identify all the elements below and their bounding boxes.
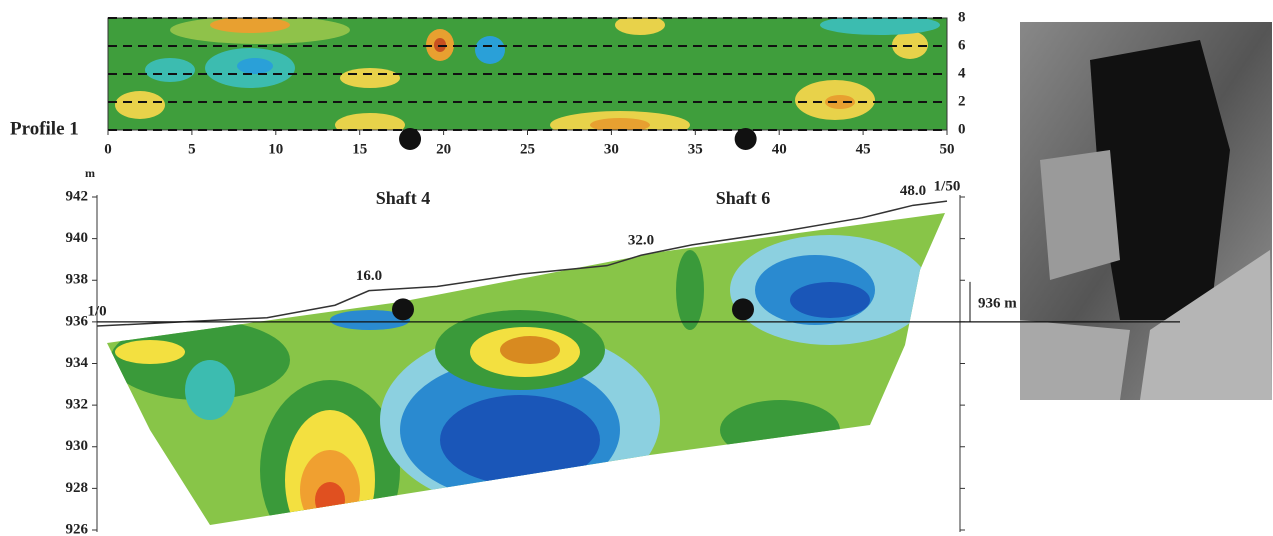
y-tick-label: 926: [66, 521, 89, 536]
station-label: 1/50: [934, 179, 961, 195]
axis-unit: m: [85, 166, 95, 180]
x-tick-label: 50: [940, 141, 955, 157]
shaft-label: Shaft 4: [376, 188, 431, 208]
y-tick-label: 934: [66, 355, 89, 371]
profile-label: Profile 1: [10, 118, 79, 139]
y-tick-label: 6: [958, 37, 966, 53]
y-tick-label: 928: [66, 480, 89, 496]
y-tick-label: 8: [958, 9, 966, 25]
y-tick-label: 942: [66, 188, 89, 204]
x-tick-label: 25: [520, 141, 535, 157]
x-tick-label: 5: [188, 141, 196, 157]
y-tick-label: 932: [66, 397, 89, 413]
site-photo: [1020, 22, 1272, 400]
y-tick-label: 2: [958, 93, 966, 109]
ground-line: [96, 200, 948, 327]
station-label: 16.0: [356, 268, 382, 284]
y-tick-label: 938: [66, 272, 89, 288]
section-model: [107, 213, 945, 525]
x-tick-label: 20: [436, 141, 451, 157]
x-tick-label: 0: [104, 141, 112, 157]
x-tick-label: 35: [688, 141, 703, 157]
station-label: 32.0: [628, 233, 654, 249]
station-label: 1/0: [87, 303, 106, 319]
reference-label: 936 m: [978, 295, 1017, 311]
y-tick-label: 0: [958, 121, 966, 137]
shaft-label: Shaft 6: [716, 188, 771, 208]
x-tick-label: 45: [856, 141, 871, 157]
shaft-point: [399, 128, 422, 150]
x-tick-label: 10: [268, 141, 283, 157]
shaft-point: [734, 128, 757, 150]
contour-map: [108, 18, 947, 130]
shaft-point: [732, 298, 754, 321]
y-tick-label: 930: [66, 438, 89, 454]
x-tick-label: 40: [772, 141, 787, 157]
y-tick-label: 940: [66, 230, 89, 246]
station-label: 48.0: [900, 183, 926, 199]
y-tick-label: 936: [66, 313, 89, 329]
x-tick-label: 15: [352, 141, 367, 157]
y-tick-label: 4: [958, 65, 966, 81]
shaft-point: [392, 298, 414, 321]
x-tick-label: 30: [604, 141, 619, 157]
